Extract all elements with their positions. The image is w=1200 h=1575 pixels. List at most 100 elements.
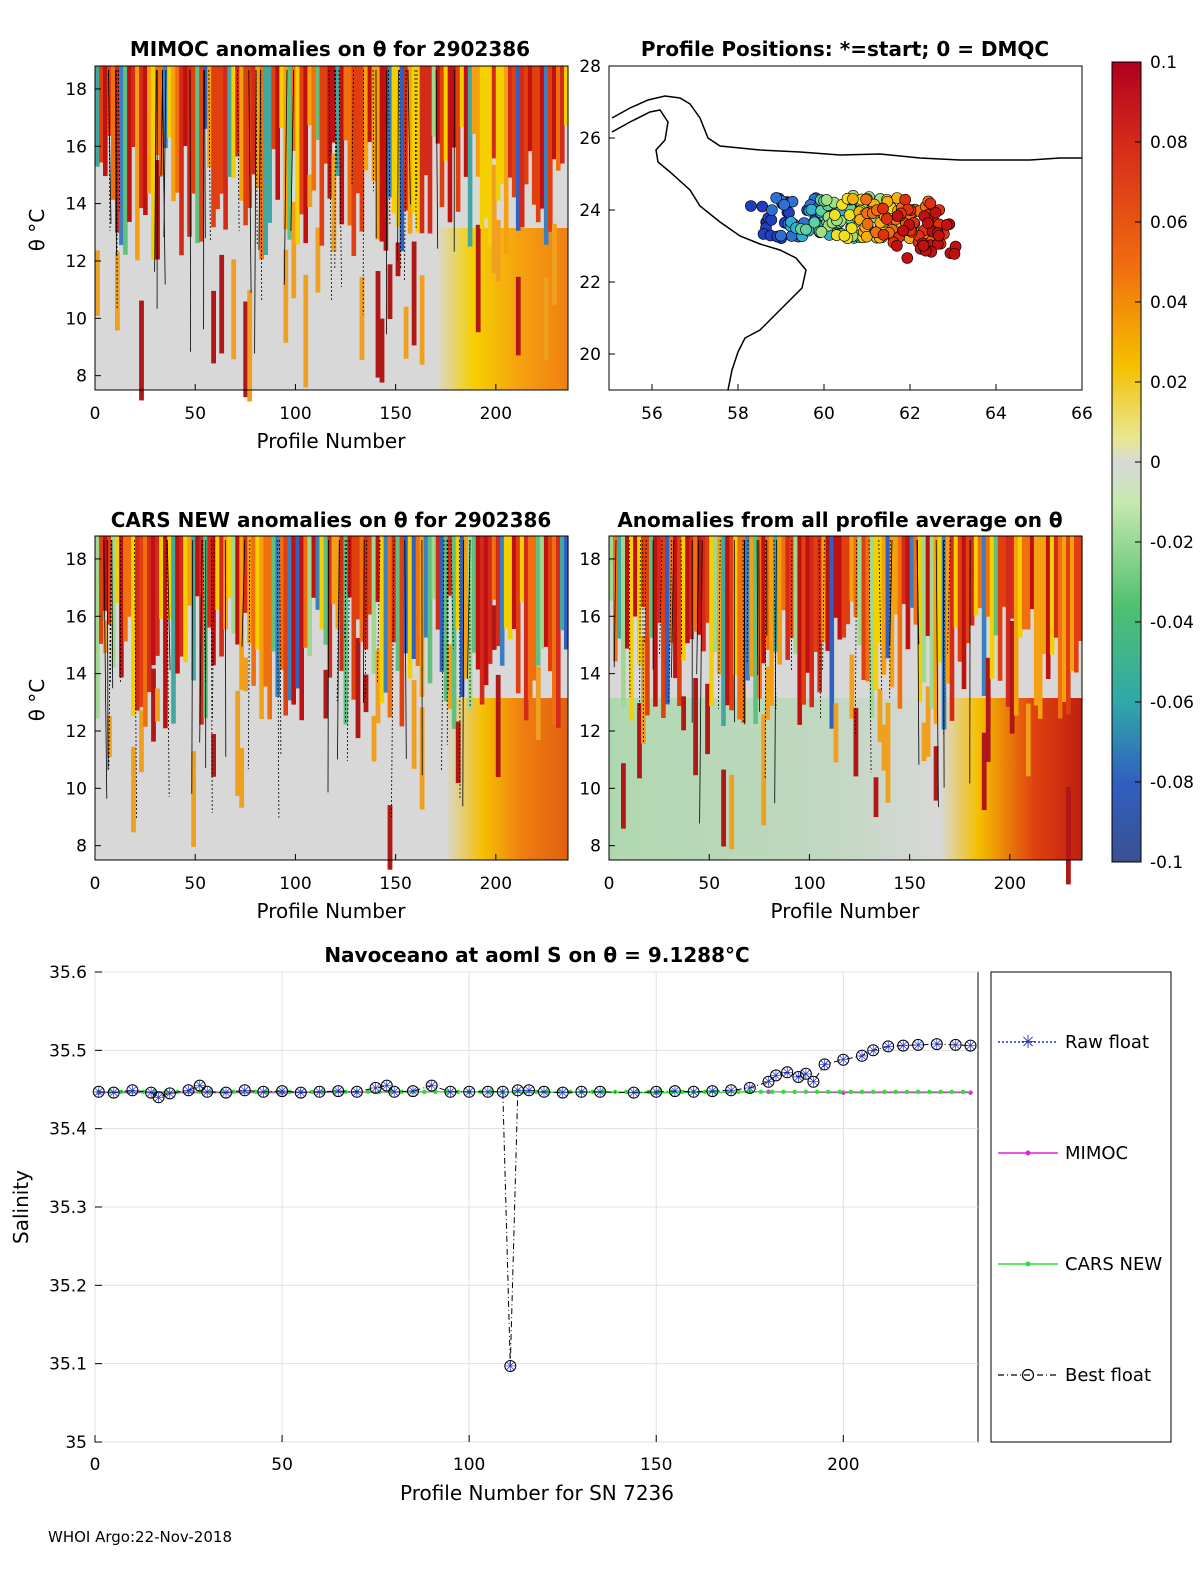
best-float-point xyxy=(193,1079,206,1092)
circle-icon xyxy=(1021,1368,1035,1382)
best-float-point xyxy=(706,1085,719,1098)
heat-cell xyxy=(1025,536,1031,630)
heat-cell xyxy=(139,300,144,401)
heat-cell xyxy=(825,536,831,651)
best-float-point xyxy=(152,1091,165,1104)
heat-cell xyxy=(199,536,204,725)
panel-mimoc: MIMOC anomalies on θ for 2902386 0 50 100 1… xyxy=(25,37,569,453)
contour-line xyxy=(696,539,700,675)
heat-cell xyxy=(227,66,232,177)
raw-float-point: ✳ xyxy=(314,1085,326,1101)
heat-cell xyxy=(403,306,409,359)
colorbar-tick-label: -0.08 xyxy=(1150,773,1194,793)
x-tick-label: 150 xyxy=(893,874,925,894)
contour-line xyxy=(154,69,157,272)
colorbar-tick-label: 0.06 xyxy=(1150,213,1188,233)
contour-line xyxy=(111,539,114,689)
heat-cell xyxy=(507,66,513,178)
heat-cell xyxy=(139,66,144,209)
heat-cell xyxy=(495,66,501,201)
y-tick-label: 35.2 xyxy=(49,1276,87,1296)
heat-cell xyxy=(1049,536,1055,655)
contour-line xyxy=(639,539,641,712)
best-float-point xyxy=(538,1085,550,1098)
heat-cell xyxy=(1025,703,1031,777)
heat-cell xyxy=(323,536,329,645)
heat-cell xyxy=(315,66,321,141)
contour-line xyxy=(758,539,760,712)
colorbar-tick-label: 0 xyxy=(1150,453,1161,473)
cars-title: CARS NEW anomalies on θ for 2902386 xyxy=(111,508,552,532)
heat-cell xyxy=(443,66,449,161)
raw-float-point: ✳ xyxy=(688,1085,700,1101)
contour-line xyxy=(255,69,258,245)
profile-marker xyxy=(877,229,890,241)
heat-cell xyxy=(475,224,481,333)
coastline-north xyxy=(611,95,1082,161)
heat-cell xyxy=(151,536,156,666)
heat-cell xyxy=(721,536,726,726)
heat-cell xyxy=(1005,536,1011,707)
heat-cell xyxy=(211,734,216,777)
heat-cell xyxy=(435,66,441,144)
heat-cell xyxy=(263,66,268,255)
heat-cell xyxy=(785,536,790,660)
heat-cell xyxy=(407,536,413,679)
heat-cell xyxy=(535,536,541,666)
contour-line xyxy=(204,69,206,239)
best-float-point xyxy=(425,1079,438,1092)
contour-line xyxy=(210,539,213,813)
heat-cell xyxy=(531,66,537,205)
heat-cell xyxy=(1029,536,1035,610)
raw-float-point: ✳ xyxy=(793,1070,805,1086)
heat-cell xyxy=(725,536,730,706)
heat-cell xyxy=(905,536,911,650)
raw-float-point: ✳ xyxy=(882,1039,894,1055)
heat-cell xyxy=(925,686,931,757)
heat-cell xyxy=(231,536,236,634)
asterisk-icon: ✳ xyxy=(1020,1032,1035,1053)
raw-float-point: ✳ xyxy=(523,1083,535,1099)
heat-cell xyxy=(319,66,325,246)
position-markers xyxy=(745,190,962,264)
cars-point xyxy=(231,1089,236,1095)
heat-cell xyxy=(645,536,650,716)
contour-line xyxy=(642,539,644,744)
heat-cell xyxy=(657,536,662,623)
heat-cell xyxy=(407,66,413,234)
heat-cell xyxy=(483,66,489,219)
mimoc-point xyxy=(968,1090,973,1095)
heat-cell xyxy=(535,666,541,741)
contour-line xyxy=(613,539,617,668)
best-float-point xyxy=(238,1084,251,1097)
contour-line xyxy=(258,69,262,250)
heat-cell xyxy=(267,536,272,720)
heat-cell xyxy=(901,536,907,605)
heat-cell xyxy=(475,536,481,670)
avg-title: Anomalies from all profile average on θ xyxy=(617,508,1062,532)
contour-line xyxy=(328,69,332,302)
dot-icon xyxy=(1025,1261,1031,1267)
heat-cell xyxy=(187,66,192,237)
best-float-point xyxy=(837,1053,850,1066)
heat-cell xyxy=(685,536,690,644)
contour-line xyxy=(773,539,777,710)
heat-cell xyxy=(1066,786,1071,885)
heat-cell xyxy=(303,274,309,388)
cars-point xyxy=(736,1089,741,1095)
x-tick-label: 66 xyxy=(1071,404,1093,424)
heat-cell xyxy=(351,66,357,256)
mimoc-title: MIMOC anomalies on θ for 2902386 xyxy=(130,37,530,61)
y-tick-label: 16 xyxy=(65,137,87,157)
y-tick-label: 18 xyxy=(579,550,601,570)
heat-cell xyxy=(287,536,292,701)
footer-credit: WHOI Argo:22-Nov-2018 xyxy=(48,1528,232,1546)
x-tick-label: 200 xyxy=(994,874,1026,894)
heat-cell xyxy=(503,66,509,255)
heat-cell xyxy=(653,536,658,707)
heat-cell xyxy=(1041,536,1047,654)
cars-point xyxy=(859,1089,865,1095)
raw-float-point: ✳ xyxy=(808,1075,820,1091)
heat-cell xyxy=(151,66,156,261)
best-float-point xyxy=(350,1085,363,1098)
